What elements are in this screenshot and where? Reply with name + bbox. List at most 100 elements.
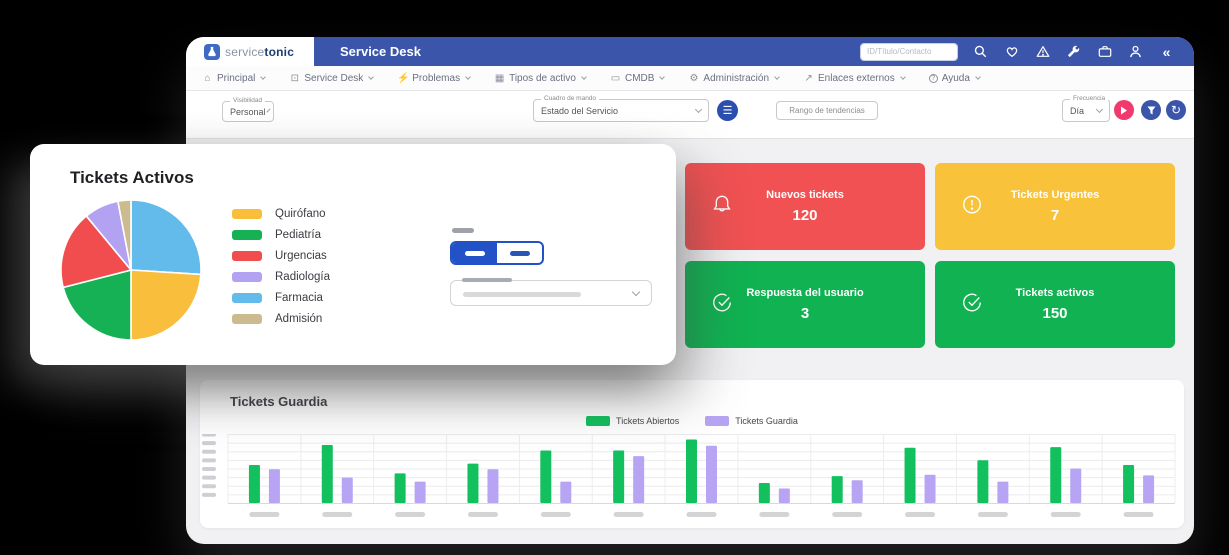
wrench-icon[interactable] xyxy=(1066,44,1081,59)
chevron-down-icon xyxy=(581,74,587,80)
x-label-placeholder xyxy=(977,512,1008,517)
x-label-placeholder xyxy=(395,512,426,517)
kpi-grid: Nuevos tickets 120 Tickets Urgentes 7 Resp… xyxy=(685,163,1175,348)
bar-tickets-abiertos[interactable] xyxy=(977,460,989,503)
visibility-label: Visibilidad xyxy=(230,97,266,104)
y-tick-placeholder xyxy=(202,441,216,446)
bar-chart xyxy=(202,434,1176,517)
brand-logo[interactable]: servicetonic xyxy=(186,37,314,66)
overlay-title: Tickets Activos xyxy=(70,168,194,187)
chevron-down-icon xyxy=(694,105,703,113)
x-label-placeholder xyxy=(322,512,353,517)
kpi-nuevos-tickets[interactable]: Nuevos tickets 120 xyxy=(685,163,925,250)
play-icon xyxy=(1121,106,1127,114)
bar-tickets-guardia[interactable] xyxy=(778,488,790,503)
bar-tickets-abiertos[interactable] xyxy=(1050,447,1062,503)
nav-item-tipos-de-activo[interactable]: ▦ Tipos de activo xyxy=(494,73,587,84)
bar-tickets-abiertos[interactable] xyxy=(394,473,406,503)
nav-item-cmdb[interactable]: ▭ CMDB xyxy=(610,73,666,84)
x-label-placeholder xyxy=(905,512,936,517)
dashboard-select[interactable]: Cuadro de mando Estado del Servicio xyxy=(533,95,709,122)
legend-label: Admisión xyxy=(275,313,323,325)
check-circle-icon xyxy=(711,291,733,318)
frequency-select[interactable]: Frecuencia Día xyxy=(1062,95,1110,122)
bar-tickets-guardia[interactable] xyxy=(851,480,863,503)
y-tick-placeholder xyxy=(202,449,216,454)
bar-tickets-abiertos[interactable] xyxy=(904,447,916,503)
heart-icon[interactable] xyxy=(1004,44,1019,59)
screen-icon: ⊡ xyxy=(290,72,300,84)
nav-item-service-desk[interactable]: ⊡ Service Desk xyxy=(289,72,375,84)
kpi-tickets-urgentes[interactable]: Tickets Urgentes 7 xyxy=(935,163,1175,250)
top-bar: servicetonic Service Desk « xyxy=(186,37,1194,66)
legend-label: Pediatría xyxy=(275,229,322,241)
page-title: Service Desk xyxy=(340,44,421,59)
user-icon[interactable] xyxy=(1128,44,1143,59)
external-link-icon: ↗ xyxy=(804,72,813,84)
pie-slice-farmacia[interactable] xyxy=(130,199,202,276)
nav-item-enlaces-externos[interactable]: ↗ Enlaces externos xyxy=(803,72,906,84)
search-icon[interactable] xyxy=(973,44,988,59)
visibility-select[interactable]: Visibilidad Personal xyxy=(222,97,274,122)
toolbox-icon[interactable] xyxy=(1097,44,1112,59)
pie-slice-pediatría[interactable] xyxy=(62,268,132,341)
bar-tickets-abiertos[interactable] xyxy=(831,476,843,503)
x-label-placeholder xyxy=(613,512,644,517)
play-button[interactable] xyxy=(1114,100,1134,120)
legend-item[interactable]: Tickets Abiertos xyxy=(586,416,679,426)
bar-tickets-abiertos[interactable] xyxy=(758,482,770,503)
filter-button[interactable] xyxy=(1141,100,1161,120)
legend-item[interactable]: Tickets Guardia xyxy=(705,416,798,426)
kpi-value: 3 xyxy=(800,305,810,322)
bar-tickets-abiertos[interactable] xyxy=(686,439,697,503)
toggle-option-right[interactable] xyxy=(497,243,542,263)
bar-tickets-abiertos[interactable] xyxy=(321,445,333,503)
bar-tickets-guardia[interactable] xyxy=(268,469,280,503)
bar-tickets-guardia[interactable] xyxy=(997,481,1009,503)
y-tick-placeholder xyxy=(202,458,216,463)
bar-tickets-abiertos[interactable] xyxy=(467,463,479,503)
bar-tickets-abiertos[interactable] xyxy=(540,450,552,503)
kpi-label: Nuevos tickets xyxy=(766,189,844,201)
bar-tickets-guardia[interactable] xyxy=(1070,468,1082,504)
y-tick-placeholder xyxy=(202,434,216,437)
pie-slice-quirófano[interactable] xyxy=(130,269,202,341)
dashboard-settings-button[interactable]: ☰ xyxy=(717,100,738,121)
bar-tickets-guardia[interactable] xyxy=(924,474,936,503)
bar-tickets-guardia[interactable] xyxy=(487,469,499,503)
tickets-guardia-card: Tickets Guardia Tickets Abiertos Tickets … xyxy=(200,380,1184,528)
bar-tickets-guardia[interactable] xyxy=(633,456,645,503)
bar-tickets-guardia[interactable] xyxy=(706,445,717,503)
nav-item-administracion[interactable]: ⚙ Administración xyxy=(688,73,780,84)
bar-tickets-abiertos[interactable] xyxy=(613,450,625,503)
overlay-select[interactable] xyxy=(450,278,652,306)
collapse-panel-icon[interactable]: « xyxy=(1162,43,1171,60)
app-window: servicetonic Service Desk « xyxy=(186,37,1194,544)
header-blue-bar: Service Desk « xyxy=(314,37,1194,66)
bar-tickets-guardia[interactable] xyxy=(414,481,426,503)
bolt-icon: ⚡ xyxy=(397,72,410,84)
toggle-option-left[interactable] xyxy=(452,243,497,263)
bar-tickets-guardia[interactable] xyxy=(341,477,353,503)
bar-tickets-guardia[interactable] xyxy=(560,481,572,503)
pie-slice-admisión[interactable] xyxy=(116,199,132,271)
bar-tickets-guardia[interactable] xyxy=(1143,475,1155,503)
nav-item-principal[interactable]: ⌂ Principal xyxy=(202,73,267,84)
kpi-tickets-activos[interactable]: Tickets activos 150 xyxy=(935,261,1175,348)
search-input[interactable] xyxy=(860,42,958,61)
pie-slice-urgencias[interactable] xyxy=(60,214,133,289)
kpi-respuesta-del-usuario[interactable]: Respuesta del usuario 3 xyxy=(685,261,925,348)
y-tick-placeholder xyxy=(202,475,216,480)
trend-range-input[interactable] xyxy=(776,101,878,120)
legend-label: Tickets Abiertos xyxy=(616,416,680,426)
refresh-button[interactable]: ↻ xyxy=(1166,100,1186,120)
nav-item-problemas[interactable]: ⚡ Problemas xyxy=(397,72,471,84)
bar-tickets-abiertos[interactable] xyxy=(1123,465,1135,503)
view-toggle[interactable] xyxy=(450,241,544,265)
nav-item-ayuda[interactable]: ? Ayuda xyxy=(928,73,981,84)
filter-bar: Visibilidad Personal Cuadro de mando Est… xyxy=(186,91,1194,139)
alert-triangle-icon[interactable] xyxy=(1035,44,1050,59)
legend-swatch xyxy=(586,416,611,426)
chart-title: Tickets Guardia xyxy=(230,394,328,409)
bar-tickets-abiertos[interactable] xyxy=(248,465,260,503)
